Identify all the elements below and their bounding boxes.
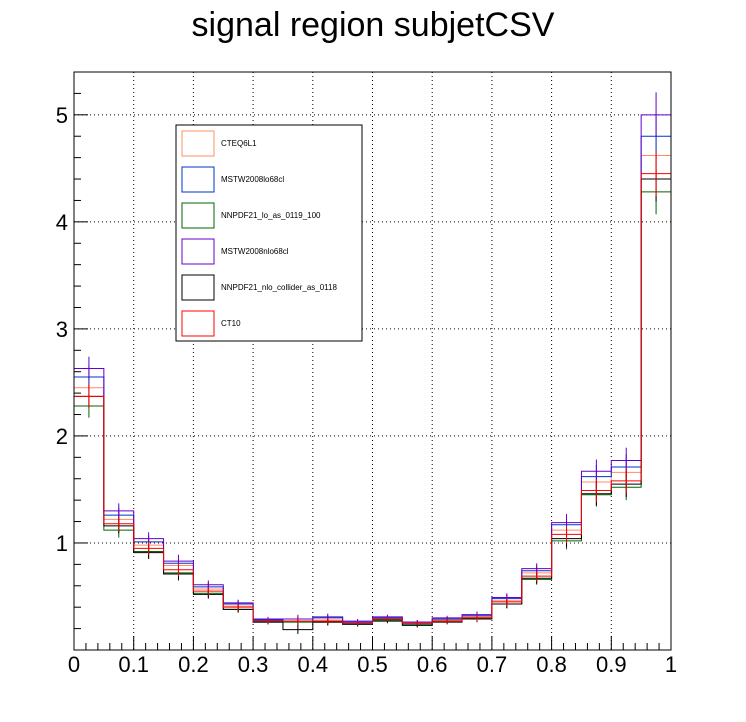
series-layer <box>74 92 671 634</box>
legend-swatch <box>181 202 215 229</box>
legend-swatch <box>181 274 215 301</box>
x-tick-label: 0.8 <box>536 652 567 677</box>
legend-label: NNPDF21_nlo_collider_as_0118 <box>221 283 337 292</box>
x-tick-label: 0.1 <box>118 652 149 677</box>
axes: 0 0.1 0.2 0.3 0.4 0.5 0.6 0.7 0.8 0.9 1 1 2 3 4 5 <box>56 92 677 677</box>
y-tick-label: 4 <box>56 210 68 235</box>
legend-swatch <box>181 130 215 157</box>
series-CT10 <box>74 151 671 626</box>
x-tick-label: 0.6 <box>417 652 448 677</box>
chart-title: signal region subjetCSV <box>192 6 555 44</box>
plot-frame <box>73 71 672 651</box>
legend-swatch <box>181 310 215 337</box>
legend-entries: CTEQ6L1 MSTW2008lo68cl NNPDF21_lo_as_0119_… <box>181 130 337 337</box>
y-tick-label: 2 <box>56 424 68 449</box>
x-tick-label: 1 <box>665 652 677 677</box>
legend-label: MSTW2008lo68cl <box>221 175 284 184</box>
legend-box <box>175 124 363 342</box>
y-tick-label: 5 <box>56 103 68 128</box>
legend: CTEQ6L1 MSTW2008lo68cl NNPDF21_lo_as_0119_… <box>175 124 363 342</box>
y-tick-label: 1 <box>56 531 68 556</box>
x-tick-label: 0 <box>68 652 80 677</box>
legend-label: CT10 <box>221 319 241 328</box>
legend-label: CTEQ6L1 <box>221 139 257 148</box>
legend-label: MSTW2008nlo68cl <box>221 247 289 256</box>
legend-label: NNPDF21_lo_as_0119_100 <box>221 211 321 220</box>
x-tick-label: 0.2 <box>178 652 209 677</box>
y-tick-label: 3 <box>56 317 68 342</box>
x-tick-label: 0.5 <box>357 652 388 677</box>
x-tick-label: 0.9 <box>596 652 627 677</box>
legend-swatch <box>181 238 215 265</box>
x-tick-label: 0.3 <box>238 652 269 677</box>
x-tick-label: 0.4 <box>298 652 329 677</box>
histogram-step-line <box>74 114 671 623</box>
x-tick-label: 0.7 <box>477 652 508 677</box>
legend-swatch <box>181 166 215 193</box>
